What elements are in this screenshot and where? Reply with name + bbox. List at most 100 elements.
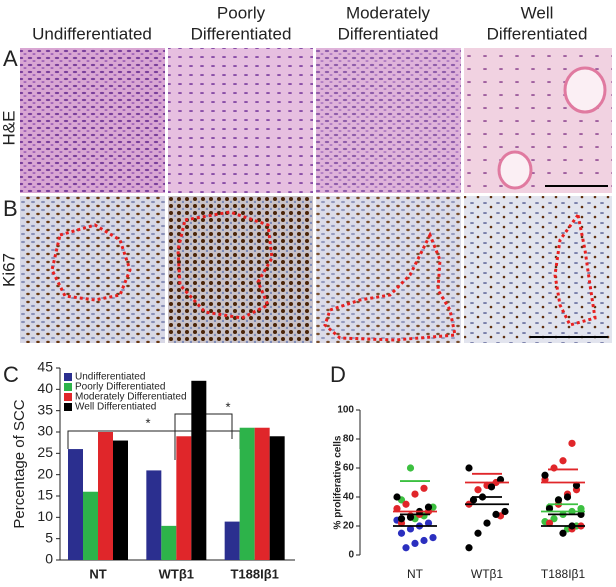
dot (406, 525, 415, 533)
bar (98, 432, 113, 560)
he-images (20, 48, 612, 193)
y-tick-label: 10 (37, 508, 53, 524)
legend-swatch (64, 393, 72, 401)
panel-label: B (3, 196, 18, 221)
bar (254, 427, 270, 560)
y-tick-label: 0 (45, 551, 53, 567)
column-header: Moderately (346, 3, 431, 22)
dot (393, 493, 401, 501)
row-label: Ki67 (0, 253, 18, 287)
row-label: H&E (0, 111, 18, 146)
dot (559, 457, 567, 465)
x-tick-label: NT (89, 566, 106, 581)
micrograph (316, 196, 461, 343)
bracket (67, 430, 241, 449)
legend-swatch (64, 403, 72, 411)
panel-label: C (3, 362, 19, 387)
dot (474, 486, 482, 494)
dot (545, 519, 554, 527)
y-tick-label: 30 (37, 423, 53, 439)
y-tick-label: 15 (37, 487, 53, 503)
bar (146, 470, 162, 560)
dot (424, 519, 433, 527)
dot (568, 439, 576, 447)
y-tick-label: 80 (343, 434, 355, 445)
bar (161, 525, 177, 560)
y-tick-label: 100 (337, 405, 354, 416)
x-tick-label: T188Iβ1 (541, 567, 586, 581)
dot (541, 471, 549, 479)
dot (501, 507, 509, 516)
y-tick-label: 40 (37, 380, 53, 396)
bar (191, 380, 207, 560)
dot (474, 529, 482, 537)
legend-label: Moderately Differentiated (75, 392, 187, 403)
column-header: Poorly (217, 3, 266, 22)
micrograph (20, 196, 165, 343)
x-tick-label: WTβ1 (471, 567, 504, 581)
column-header: Differentiated (191, 24, 292, 43)
legend-swatch (64, 383, 72, 391)
x-tick-label: NT (407, 567, 424, 581)
dot (465, 464, 473, 472)
bar (68, 449, 83, 560)
dot (420, 536, 428, 545)
micrograph (168, 196, 313, 343)
ki67-images (20, 196, 612, 343)
dot (411, 539, 419, 548)
region-outline (323, 231, 457, 342)
column-header: Undifferentiated (32, 24, 152, 43)
dot (550, 464, 558, 472)
bar (224, 521, 240, 560)
annotation: * (145, 415, 150, 430)
x-tick-label: T188Iβ1 (230, 566, 278, 581)
dot (483, 519, 491, 527)
y-tick-label: 5 (45, 529, 53, 545)
dot (469, 496, 478, 504)
y-axis-label: Percentage of SCC (11, 399, 28, 528)
panel-label: A (3, 46, 18, 71)
bar (113, 440, 128, 560)
dot (402, 544, 410, 552)
dot (393, 505, 401, 513)
column-header: Well (521, 3, 554, 22)
legend-label: Poorly Differentiated (75, 382, 165, 393)
tissue-feature (563, 66, 607, 114)
dot (424, 503, 433, 511)
dot (559, 529, 567, 537)
column-header: Differentiated (487, 24, 588, 43)
y-axis-label: % proliferative cells (333, 435, 344, 529)
y-tick-label: 25 (37, 444, 53, 460)
panel-label: D (330, 362, 346, 387)
y-tick-label: 0 (348, 550, 354, 561)
bar (176, 436, 192, 560)
annotation: * (225, 399, 230, 414)
dot (563, 493, 572, 501)
dot (402, 500, 410, 508)
region-outline (50, 223, 132, 302)
y-tick-label: 40 (343, 492, 355, 503)
bar (83, 491, 98, 560)
y-tick-label: 60 (343, 463, 355, 474)
bar (269, 436, 285, 560)
column-header: Differentiated (338, 24, 439, 43)
y-tick-label: 20 (37, 465, 53, 481)
dot (487, 483, 496, 491)
y-tick-label: 45 (37, 359, 53, 375)
dot (577, 505, 585, 513)
bar (239, 427, 255, 560)
micrograph (20, 48, 165, 193)
dot (492, 510, 500, 518)
region-outline (553, 211, 597, 327)
legend-label: Undifferentiated (75, 372, 145, 383)
region-outline (176, 210, 274, 320)
dot (406, 464, 415, 472)
dot (572, 481, 581, 489)
x-tick-label: WTβ1 (159, 566, 194, 581)
dot (397, 529, 406, 537)
dot (496, 476, 505, 484)
y-tick-label: 35 (37, 401, 53, 417)
dot (465, 544, 473, 552)
tissue-feature (497, 150, 533, 190)
